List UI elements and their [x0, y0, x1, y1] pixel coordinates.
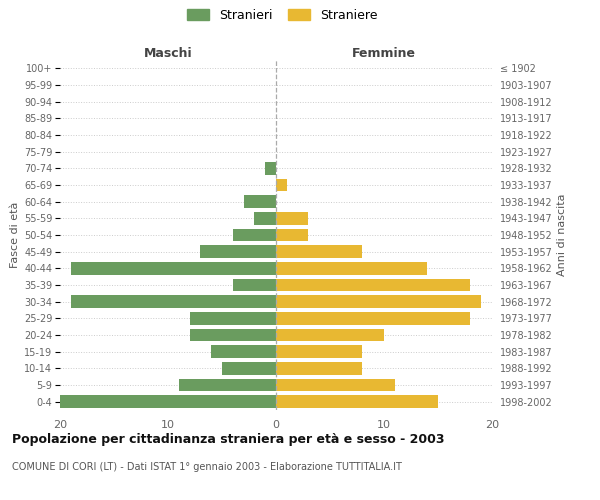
Text: Maschi: Maschi: [143, 47, 193, 60]
Bar: [179, 379, 276, 391]
Bar: [276, 246, 362, 258]
Bar: [276, 296, 481, 308]
Bar: [233, 279, 276, 291]
Bar: [254, 212, 276, 224]
Bar: [276, 279, 470, 291]
Text: Popolazione per cittadinanza straniera per età e sesso - 2003: Popolazione per cittadinanza straniera p…: [12, 432, 445, 446]
Y-axis label: Anni di nascita: Anni di nascita: [557, 194, 566, 276]
Bar: [190, 312, 276, 324]
Bar: [276, 312, 470, 324]
Legend: Stranieri, Straniere: Stranieri, Straniere: [187, 8, 377, 22]
Bar: [276, 212, 308, 224]
Y-axis label: Fasce di età: Fasce di età: [10, 202, 20, 268]
Text: Femmine: Femmine: [352, 47, 416, 60]
Bar: [233, 229, 276, 241]
Bar: [276, 379, 395, 391]
Bar: [265, 162, 276, 174]
Bar: [71, 262, 276, 274]
Bar: [71, 296, 276, 308]
Bar: [276, 362, 362, 374]
Bar: [222, 362, 276, 374]
Bar: [276, 179, 287, 191]
Bar: [200, 246, 276, 258]
Bar: [276, 329, 384, 341]
Bar: [60, 396, 276, 408]
Bar: [276, 262, 427, 274]
Bar: [190, 329, 276, 341]
Bar: [244, 196, 276, 208]
Bar: [276, 346, 362, 358]
Bar: [211, 346, 276, 358]
Text: COMUNE DI CORI (LT) - Dati ISTAT 1° gennaio 2003 - Elaborazione TUTTITALIA.IT: COMUNE DI CORI (LT) - Dati ISTAT 1° genn…: [12, 462, 402, 472]
Bar: [276, 229, 308, 241]
Bar: [276, 396, 438, 408]
